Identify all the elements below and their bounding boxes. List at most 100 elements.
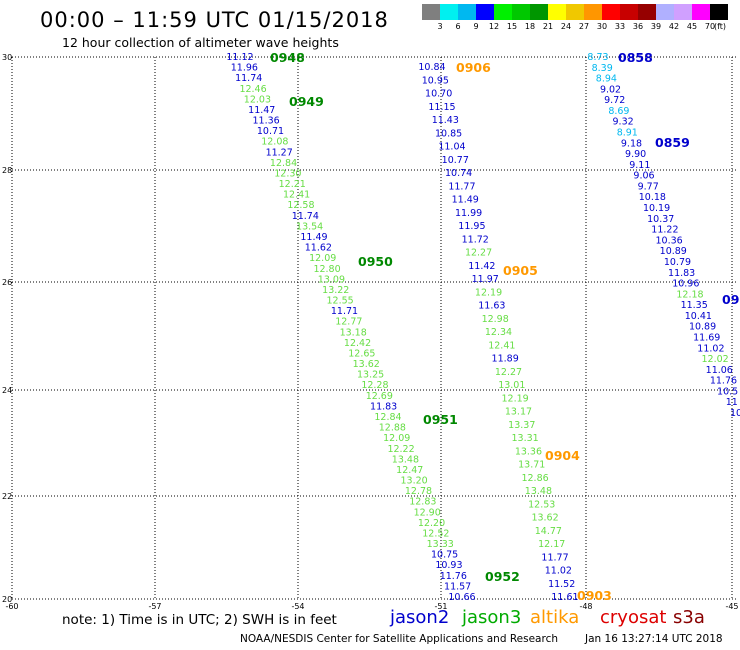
swh-value: 12.84 bbox=[374, 412, 401, 423]
swh-value: 10.71 bbox=[257, 126, 284, 137]
lon-tick-label: -45 bbox=[725, 602, 738, 611]
swh-value: 10 bbox=[730, 408, 740, 419]
swh-value: 12.90 bbox=[414, 507, 441, 518]
swh-value: 11.61 bbox=[551, 592, 578, 603]
legend-swatch bbox=[692, 4, 710, 20]
pass-time-label: 0903 bbox=[577, 588, 612, 603]
swh-value: 10.89 bbox=[660, 246, 687, 257]
swh-value: 9.90 bbox=[625, 149, 646, 160]
pass-time-label: 0858 bbox=[618, 50, 653, 65]
lat-tick-label: 26 bbox=[2, 278, 12, 287]
swh-value: 11.72 bbox=[462, 234, 489, 245]
swh-value: 11.96 bbox=[231, 63, 258, 74]
swh-value: 8.69 bbox=[608, 106, 629, 117]
swh-value: 11.02 bbox=[545, 566, 572, 577]
swh-value: 9.02 bbox=[600, 84, 621, 95]
legend-swatch bbox=[656, 4, 674, 20]
swh-value: 10.75 bbox=[431, 550, 458, 561]
legend-label: 6 bbox=[455, 22, 461, 31]
swh-value: 12.47 bbox=[396, 465, 423, 476]
credit-text: NOAA/NESDIS Center for Satellite Applica… bbox=[240, 633, 558, 645]
swh-value: 13.31 bbox=[511, 433, 538, 444]
swh-value: 8.39 bbox=[592, 63, 613, 74]
swh-value: 10.85 bbox=[435, 128, 462, 139]
pass-time-label: 0949 bbox=[289, 94, 324, 109]
swh-value: 13.33 bbox=[427, 539, 454, 550]
swh-value: 12.19 bbox=[502, 393, 529, 404]
swh-value: 12.34 bbox=[485, 327, 512, 338]
swh-value: 11.69 bbox=[693, 332, 720, 343]
swh-value: 13.01 bbox=[498, 380, 525, 391]
swh-value: 12.42 bbox=[344, 338, 371, 349]
swh-value: 10.66 bbox=[448, 592, 475, 603]
swh-value: 13.48 bbox=[392, 454, 419, 465]
legend-label: 3 bbox=[437, 22, 443, 31]
swh-value: 12.18 bbox=[676, 289, 703, 300]
swh-value: 11.89 bbox=[492, 354, 519, 365]
swh-value: 13.36 bbox=[515, 446, 542, 457]
legend-swatch bbox=[602, 4, 620, 20]
swh-value: 10.37 bbox=[647, 214, 674, 225]
swh-value: 13.20 bbox=[401, 476, 428, 487]
swh-value: 11.06 bbox=[706, 365, 733, 376]
swh-value: 8.73 bbox=[587, 52, 608, 63]
swh-value: 12.78 bbox=[405, 486, 432, 497]
footer-note: note: 1) Time is in UTC; 2) SWH is in fe… bbox=[62, 612, 337, 628]
legend-label: 27 bbox=[578, 22, 590, 31]
lat-tick-label: 24 bbox=[2, 386, 12, 395]
swh-value: 11.35 bbox=[681, 300, 708, 311]
swh-value: 9.06 bbox=[633, 171, 654, 182]
swh-value: 11.77 bbox=[448, 181, 475, 192]
swh-value: 12.21 bbox=[279, 179, 306, 190]
legend-swatch bbox=[512, 4, 530, 20]
swh-value: 12.41 bbox=[488, 340, 515, 351]
legend-label: 18 bbox=[524, 22, 536, 31]
swh-value: 10.18 bbox=[639, 192, 666, 203]
swh-value: 12.53 bbox=[528, 499, 555, 510]
map-subtitle: 12 hour collection of altimeter wave hei… bbox=[62, 35, 339, 50]
legend-swatch bbox=[440, 4, 458, 20]
swh-value: 12.22 bbox=[387, 444, 414, 455]
swh-value: 13.48 bbox=[525, 486, 552, 497]
swh-value: 10.36 bbox=[655, 235, 682, 246]
swh-value: 11.83 bbox=[370, 401, 397, 412]
legend-swatch bbox=[566, 4, 584, 20]
swh-value: 12.88 bbox=[379, 423, 406, 434]
legend-swatch bbox=[494, 4, 512, 20]
swh-value: 13.09 bbox=[318, 274, 345, 285]
swh-value: 12.77 bbox=[335, 317, 362, 328]
swh-value: 12.65 bbox=[348, 348, 375, 359]
legend-swatch bbox=[422, 4, 440, 20]
pass-time-label: 0904 bbox=[545, 448, 580, 463]
swh-value: 12.09 bbox=[383, 433, 410, 444]
swh-value: 11.99 bbox=[455, 208, 482, 219]
swh-value: 11.76 bbox=[710, 376, 737, 387]
swh-value: 12.98 bbox=[482, 314, 509, 325]
legend-swatch bbox=[638, 4, 656, 20]
swh-value: 11 bbox=[726, 397, 738, 408]
swh-value: 10.89 bbox=[689, 322, 716, 333]
swh-value: 13.54 bbox=[296, 221, 323, 232]
swh-value: 12.41 bbox=[283, 190, 310, 201]
swh-value: 10.70 bbox=[425, 89, 452, 100]
swh-value: 9.18 bbox=[621, 138, 642, 149]
legend-label: 33 bbox=[614, 22, 626, 31]
swh-value: 11.83 bbox=[668, 268, 695, 279]
swh-value: 11.74 bbox=[235, 73, 262, 84]
swh-value: 12.02 bbox=[701, 354, 728, 365]
swh-value: 10.79 bbox=[664, 257, 691, 268]
legend-label: 24 bbox=[560, 22, 572, 31]
swh-value: 12.27 bbox=[495, 367, 522, 378]
swh-value: 11.95 bbox=[458, 221, 485, 232]
swh-value: 9.11 bbox=[629, 160, 650, 171]
legend-swatch bbox=[548, 4, 566, 20]
swh-value: 11.15 bbox=[428, 102, 455, 113]
sat-label-altika: altika bbox=[530, 607, 580, 628]
swh-value: 12.55 bbox=[327, 296, 354, 307]
legend-label: 39 bbox=[650, 22, 662, 31]
swh-value: 12.20 bbox=[418, 518, 445, 529]
legend-label: 21 bbox=[542, 22, 554, 31]
legend-label: 12 bbox=[488, 22, 500, 31]
swh-value: 13.25 bbox=[357, 370, 384, 381]
